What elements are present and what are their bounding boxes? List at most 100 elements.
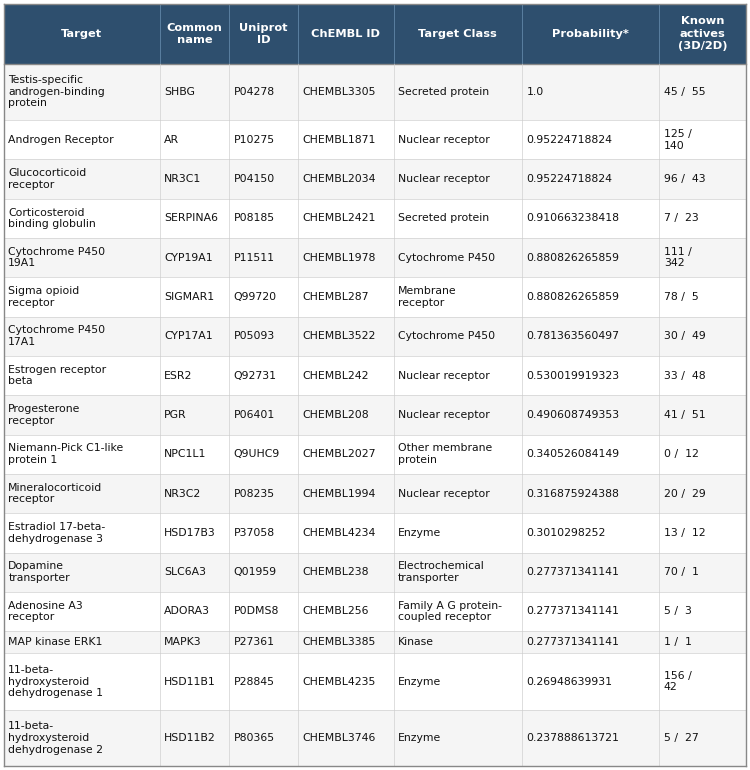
Bar [4, 238, 746, 277]
Text: SHBG: SHBG [164, 87, 195, 97]
Bar [4, 553, 746, 592]
Text: Uniprot
ID: Uniprot ID [239, 22, 288, 45]
Text: Corticosteroid
binding globulin: Corticosteroid binding globulin [8, 208, 96, 229]
Text: 1.0: 1.0 [526, 87, 544, 97]
Text: CYP17A1: CYP17A1 [164, 331, 213, 341]
Text: P10275: P10275 [233, 135, 274, 145]
Text: P11511: P11511 [233, 253, 274, 263]
Text: P08235: P08235 [233, 488, 274, 498]
Text: Q9UHC9: Q9UHC9 [233, 449, 280, 459]
Text: 13 /  12: 13 / 12 [664, 528, 706, 538]
Text: CHEMBL1978: CHEMBL1978 [303, 253, 376, 263]
Text: MAPK3: MAPK3 [164, 638, 202, 648]
Text: CHEMBL4235: CHEMBL4235 [303, 677, 376, 687]
Bar [4, 653, 746, 710]
Text: P04150: P04150 [233, 174, 274, 184]
Text: Glucocorticoid
receptor: Glucocorticoid receptor [8, 168, 86, 190]
Text: CHEMBL2421: CHEMBL2421 [303, 213, 376, 223]
Text: Cytochrome P450
17A1: Cytochrome P450 17A1 [8, 326, 105, 347]
Text: 45 /  55: 45 / 55 [664, 87, 706, 97]
Bar [4, 120, 746, 159]
Text: 96 /  43: 96 / 43 [664, 174, 706, 184]
Text: P05093: P05093 [233, 331, 274, 341]
Text: P37058: P37058 [233, 528, 274, 538]
Text: Common
name: Common name [166, 22, 222, 45]
Bar [4, 316, 746, 356]
Text: HSD17B3: HSD17B3 [164, 528, 216, 538]
Text: 111 /
342: 111 / 342 [664, 247, 692, 269]
Text: Membrane
receptor: Membrane receptor [398, 286, 457, 308]
Text: 0.490608749353: 0.490608749353 [526, 410, 620, 420]
Text: Testis-specific
androgen-binding
protein: Testis-specific androgen-binding protein [8, 75, 105, 109]
Bar [4, 64, 746, 120]
Text: SIGMAR1: SIGMAR1 [164, 292, 214, 302]
Text: Family A G protein-
coupled receptor: Family A G protein- coupled receptor [398, 601, 502, 622]
Text: Nuclear receptor: Nuclear receptor [398, 410, 490, 420]
Text: CHEMBL256: CHEMBL256 [303, 607, 369, 617]
Text: P0DMS8: P0DMS8 [233, 607, 279, 617]
Text: HSD11B1: HSD11B1 [164, 677, 216, 687]
Text: CHEMBL238: CHEMBL238 [303, 567, 369, 578]
Text: 78 /  5: 78 / 5 [664, 292, 698, 302]
Text: Cytochrome P450: Cytochrome P450 [398, 331, 495, 341]
Text: CHEMBL2034: CHEMBL2034 [303, 174, 376, 184]
Text: ChEMBL ID: ChEMBL ID [311, 28, 380, 38]
Text: 5 /  27: 5 / 27 [664, 733, 698, 743]
Text: Adenosine A3
receptor: Adenosine A3 receptor [8, 601, 83, 622]
Text: 5 /  3: 5 / 3 [664, 607, 692, 617]
Text: Progesterone
receptor: Progesterone receptor [8, 404, 81, 426]
Text: 11-beta-
hydroxysteroid
dehydrogenase 2: 11-beta- hydroxysteroid dehydrogenase 2 [8, 721, 104, 755]
Bar [4, 277, 746, 316]
Text: 30 /  49: 30 / 49 [664, 331, 706, 341]
Text: NPC1L1: NPC1L1 [164, 449, 207, 459]
Bar [4, 710, 746, 766]
Text: 0.880826265859: 0.880826265859 [526, 292, 620, 302]
Text: 0.530019919323: 0.530019919323 [526, 370, 620, 380]
Text: 156 /
42: 156 / 42 [664, 671, 692, 692]
Text: Niemann-Pick C1-like
protein 1: Niemann-Pick C1-like protein 1 [8, 444, 124, 465]
Text: 7 /  23: 7 / 23 [664, 213, 698, 223]
Text: MAP kinase ERK1: MAP kinase ERK1 [8, 638, 103, 648]
Text: CHEMBL3385: CHEMBL3385 [303, 638, 376, 648]
Text: Electrochemical
transporter: Electrochemical transporter [398, 561, 484, 583]
Text: SLC6A3: SLC6A3 [164, 567, 206, 578]
Text: CHEMBL208: CHEMBL208 [303, 410, 369, 420]
Text: AR: AR [164, 135, 179, 145]
Text: Enzyme: Enzyme [398, 733, 441, 743]
Text: 0.316875924388: 0.316875924388 [526, 488, 620, 498]
Text: Estradiol 17-beta-
dehydrogenase 3: Estradiol 17-beta- dehydrogenase 3 [8, 522, 106, 544]
Text: P80365: P80365 [233, 733, 274, 743]
Text: 0.3010298252: 0.3010298252 [526, 528, 606, 538]
Text: 0.880826265859: 0.880826265859 [526, 253, 620, 263]
Text: Q99720: Q99720 [233, 292, 277, 302]
Text: Nuclear receptor: Nuclear receptor [398, 135, 490, 145]
Text: 0.26948639931: 0.26948639931 [526, 677, 612, 687]
Text: P08185: P08185 [233, 213, 274, 223]
Bar [4, 159, 746, 199]
Text: SERPINA6: SERPINA6 [164, 213, 218, 223]
Text: Androgen Receptor: Androgen Receptor [8, 135, 114, 145]
Text: CHEMBL287: CHEMBL287 [303, 292, 369, 302]
Text: 20 /  29: 20 / 29 [664, 488, 706, 498]
Text: Target Class: Target Class [419, 28, 497, 38]
Text: Cytochrome P450
19A1: Cytochrome P450 19A1 [8, 247, 105, 269]
Text: CHEMBL3746: CHEMBL3746 [303, 733, 376, 743]
Text: 0.781363560497: 0.781363560497 [526, 331, 620, 341]
Text: 11-beta-
hydroxysteroid
dehydrogenase 1: 11-beta- hydroxysteroid dehydrogenase 1 [8, 665, 104, 698]
Text: 0.277371341141: 0.277371341141 [526, 607, 620, 617]
Text: CYP19A1: CYP19A1 [164, 253, 213, 263]
Bar [4, 4, 746, 64]
Text: Cytochrome P450: Cytochrome P450 [398, 253, 495, 263]
Text: 0.277371341141: 0.277371341141 [526, 638, 620, 648]
Text: P28845: P28845 [233, 677, 274, 687]
Text: ESR2: ESR2 [164, 370, 193, 380]
Text: ADORA3: ADORA3 [164, 607, 210, 617]
Text: PGR: PGR [164, 410, 187, 420]
Bar [4, 631, 746, 653]
Text: Target: Target [62, 28, 102, 38]
Text: Known
actives
(3D/2D): Known actives (3D/2D) [678, 16, 728, 51]
Text: CHEMBL4234: CHEMBL4234 [303, 528, 376, 538]
Text: NR3C2: NR3C2 [164, 488, 202, 498]
Text: Kinase: Kinase [398, 638, 434, 648]
Text: Nuclear receptor: Nuclear receptor [398, 488, 490, 498]
